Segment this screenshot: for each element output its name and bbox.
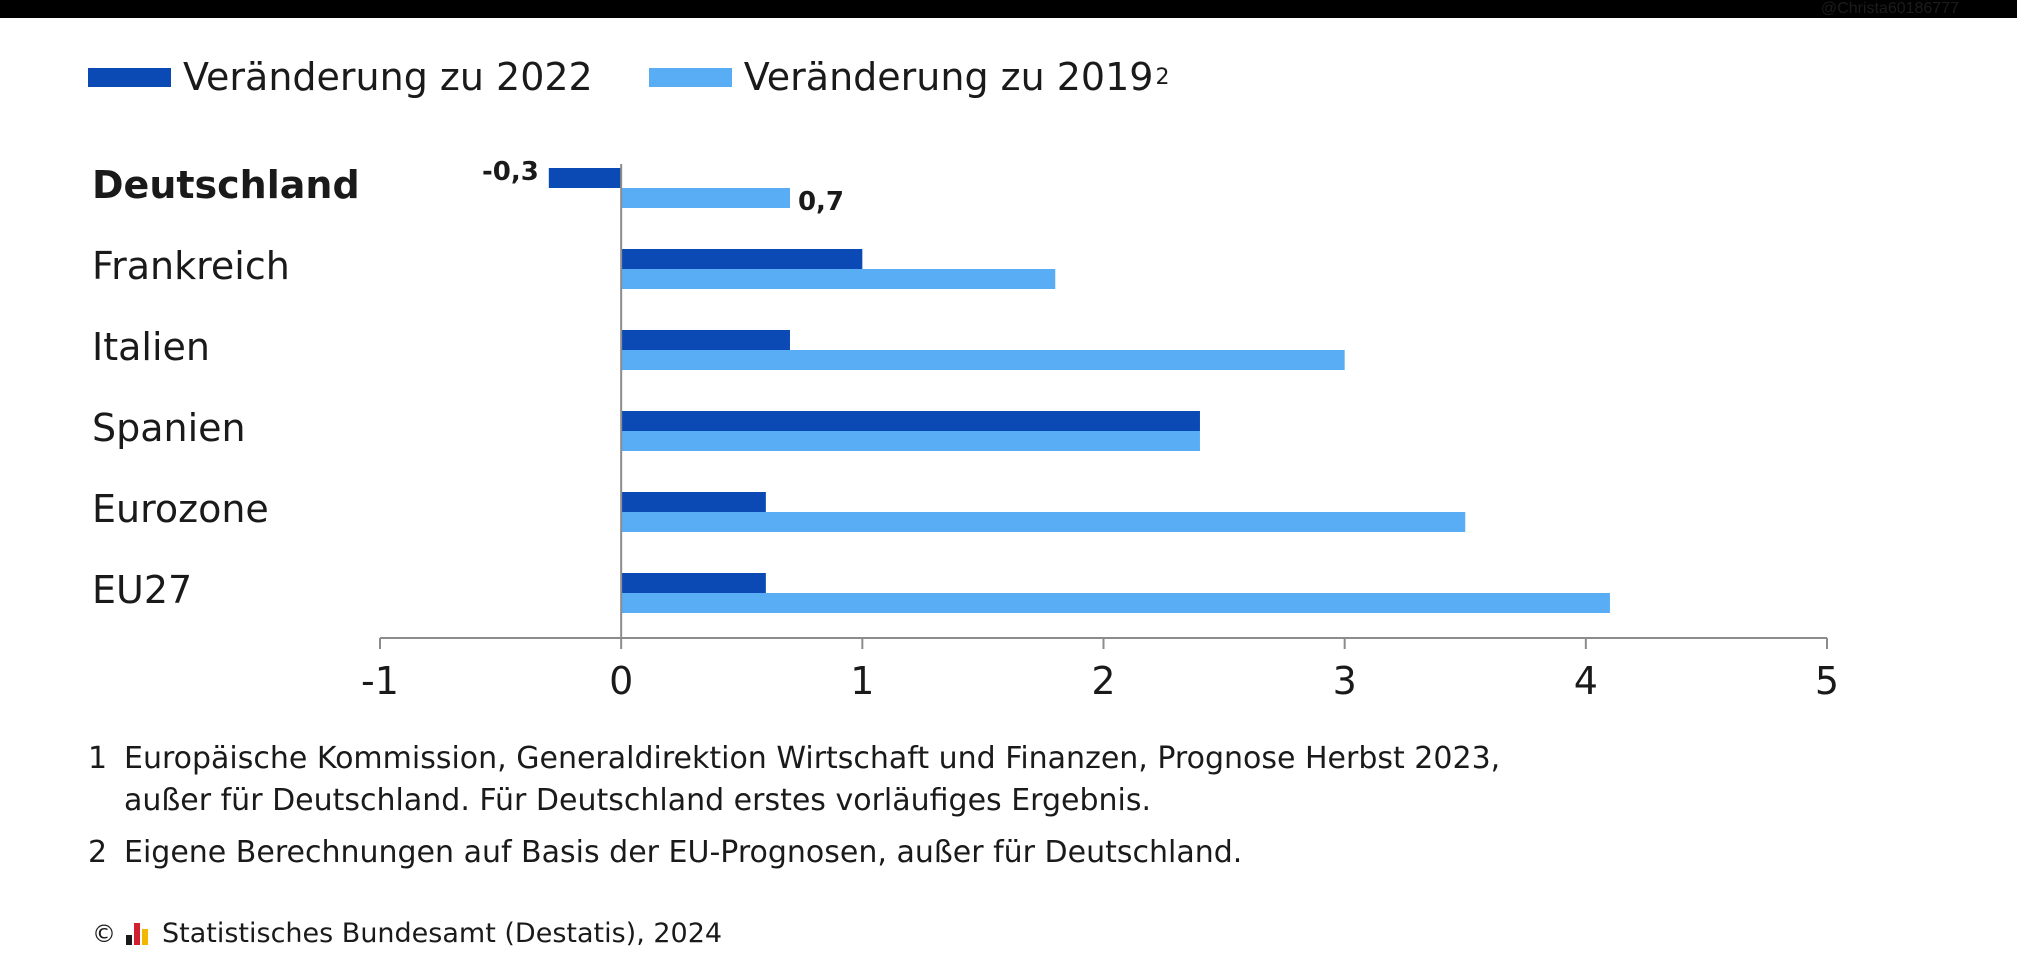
x-tick-label: 5	[1815, 659, 1839, 703]
data-label: 0,7	[798, 187, 844, 217]
bar-2022-frankreich	[621, 249, 863, 269]
chart-panel: Veränderung zu 2022 Veränderung zu 2019 2…	[0, 18, 2017, 963]
top-bar: @Christa60186777	[0, 0, 2017, 18]
legend: Veränderung zu 2022 Veränderung zu 2019 2	[88, 52, 1225, 102]
bar-2019-spanien	[621, 431, 1200, 451]
bar-2022-eurozone	[621, 492, 766, 512]
legend-swatch-2019	[648, 67, 732, 87]
footnote-text: Eigene Berechnungen auf Basis der EU-Pro…	[124, 835, 1243, 870]
footnote-number: 1	[88, 741, 108, 776]
source-text: Statistisches Bundesamt (Destatis), 2024	[162, 918, 723, 949]
bar-chart: Deutschland Frankreich Italien Spanien Euroz…	[92, 157, 1839, 703]
copyright-icon: ©	[92, 919, 116, 948]
bar-2019-frankreich	[621, 269, 1056, 289]
legend-footnote-marker: 2	[1155, 64, 1170, 90]
data-label: -0,3	[482, 157, 539, 187]
watermark-text: @Christa60186777	[1820, 0, 1959, 17]
legend-label-2022: Veränderung zu 2022	[183, 55, 593, 99]
legend-item-2019: Veränderung zu 2019 2	[648, 55, 1170, 99]
bar-2022-deutschland	[548, 168, 622, 188]
bar-2022-spanien	[621, 411, 1200, 431]
category-label-deutschland: Deutschland	[92, 163, 360, 207]
bar-2022-eu27	[621, 573, 766, 593]
category-label-eu27: EU27	[92, 568, 192, 612]
x-tick-label: 3	[1333, 659, 1357, 703]
footnote-2: 2 Eigene Berechnungen auf Basis der EU-P…	[88, 832, 1500, 874]
bar-2019-italien	[621, 350, 1345, 370]
footnotes: 1 Europäische Kommission, Generaldirekti…	[88, 738, 1500, 884]
source-line: © Statistisches Bundesamt (Destatis), 20…	[92, 918, 722, 949]
category-label-eurozone: Eurozone	[92, 487, 269, 531]
x-tick-label: 0	[609, 659, 633, 703]
footnote-text: Europäische Kommission, Generaldirektion…	[124, 741, 1501, 776]
footnote-number: 2	[88, 835, 108, 870]
footnote-text-continued: außer für Deutschland. Für Deutschland e…	[124, 783, 1152, 818]
category-label-italien: Italien	[92, 325, 210, 369]
x-tick-label: 1	[850, 659, 874, 703]
bar-2022-italien	[621, 330, 790, 350]
bar-2019-eu27	[621, 593, 1610, 613]
x-tick-label: 2	[1091, 659, 1115, 703]
category-label-frankreich: Frankreich	[92, 244, 290, 288]
legend-swatch-2022	[88, 67, 171, 87]
legend-item-2022: Veränderung zu 2022	[88, 55, 593, 99]
footnote-1: 1 Europäische Kommission, Generaldirekti…	[88, 738, 1500, 822]
x-tick-label: 4	[1574, 659, 1598, 703]
x-tick-label: -1	[361, 659, 399, 703]
bar-2019-eurozone	[621, 512, 1466, 532]
bar-2019-deutschland	[621, 188, 790, 208]
destatis-logo-icon	[126, 922, 152, 945]
legend-label-2019: Veränderung zu 2019	[743, 55, 1154, 99]
category-label-spanien: Spanien	[92, 406, 246, 450]
